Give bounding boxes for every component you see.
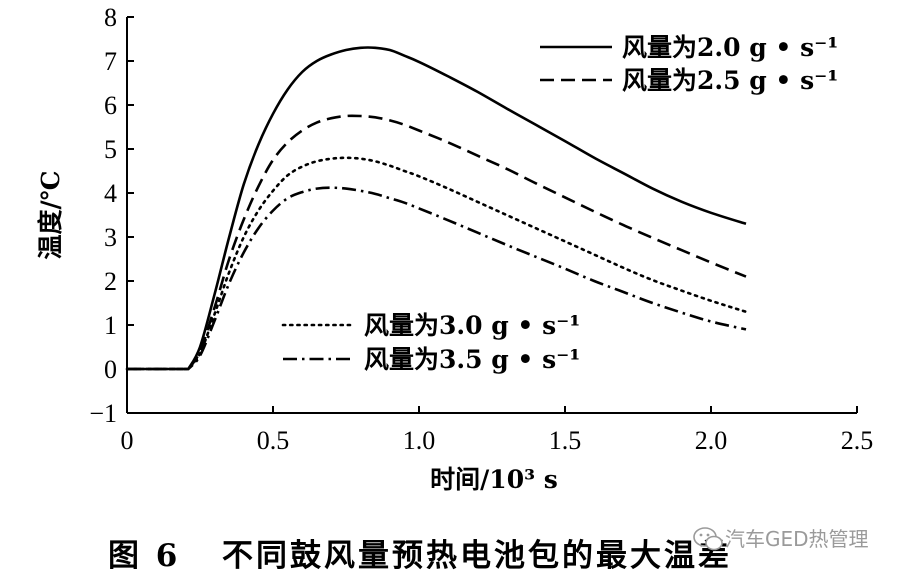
x-tick-label: 2.5 xyxy=(841,426,874,455)
watermark-text: 汽车GED热管理 xyxy=(725,527,869,551)
y-tick-label: 5 xyxy=(104,135,117,164)
x-tick-label: 0.5 xyxy=(257,426,290,455)
y-tick-label: 4 xyxy=(104,179,117,208)
y-tick-label: −1 xyxy=(89,399,117,428)
legend-label: 风量为2.0 g • s⁻¹ xyxy=(622,33,838,62)
x-axis-label: 时间/10³ s xyxy=(430,465,558,494)
y-tick-label: 6 xyxy=(104,91,117,120)
legend: 风量为2.0 g • s⁻¹ 风量为2.5 g • s⁻¹ 风量为3.0 g • s… xyxy=(281,33,838,374)
y-tick-label: 0 xyxy=(104,355,117,384)
y-tick-label: 1 xyxy=(104,311,117,340)
series-line-3 xyxy=(125,156,748,371)
x-tick-label: 1.5 xyxy=(549,426,582,455)
y-tick-label: 8 xyxy=(104,3,117,32)
x-tick-label: 0 xyxy=(121,426,134,455)
x-tick-label: 1.0 xyxy=(403,426,436,455)
legend-label: 风量为2.5 g • s⁻¹ xyxy=(622,66,838,95)
figure-caption-title: 不同鼓风量预热电池包的最大温差 xyxy=(222,538,732,574)
watermark: 汽车GED热管理 xyxy=(693,527,869,551)
legend-label: 风量为3.5 g • s⁻¹ xyxy=(364,345,580,374)
y-tick-label: 7 xyxy=(104,47,117,76)
wechat-icon xyxy=(693,527,723,551)
figure-caption-label: 图 6 xyxy=(108,538,180,574)
y-tick-label: 3 xyxy=(104,223,117,252)
series-line-1 xyxy=(127,46,747,371)
y-tick-label: 2 xyxy=(104,267,117,296)
curves-group xyxy=(125,46,748,371)
series-line-4 xyxy=(127,186,747,371)
y-axis-label: 温度/℃ xyxy=(36,170,65,259)
legend-label: 风量为3.0 g • s⁻¹ xyxy=(364,311,580,340)
x-tick-label: 2.0 xyxy=(695,426,728,455)
series-line-2 xyxy=(127,114,747,371)
